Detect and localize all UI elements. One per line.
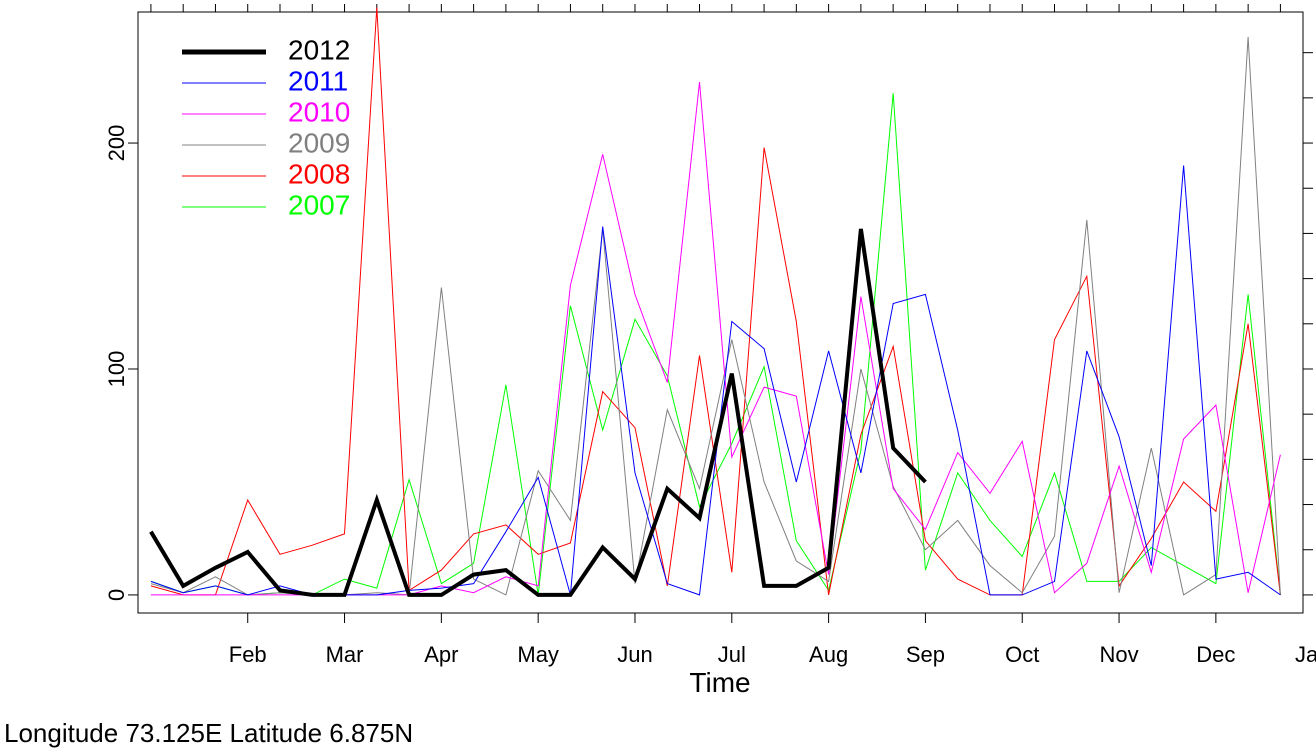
y-tick-label: 0 xyxy=(104,589,129,601)
x-tick-label: Sep xyxy=(906,642,945,667)
x-tick-label: Jan xyxy=(1295,642,1316,667)
y-tick-label: 100 xyxy=(104,351,129,388)
x-tick-label: May xyxy=(517,642,559,667)
legend-label-2008: 2008 xyxy=(288,158,350,189)
x-tick-label: Mar xyxy=(326,642,364,667)
legend-label-2012: 2012 xyxy=(288,34,350,65)
location-caption: Longitude 73.125E Latitude 6.875N xyxy=(4,718,414,748)
series-line-2007 xyxy=(150,93,1281,596)
x-tick-label: Apr xyxy=(424,642,458,667)
x-tick-label: Jul xyxy=(718,642,746,667)
plot-frame xyxy=(137,11,1304,614)
series-line-2011 xyxy=(150,165,1281,596)
axis-ticks: 0 100 200 Feb Mar Apr May Jun Jul Aug Sep Oct Nov Dec… xyxy=(104,4,1316,667)
x-tick-label: Dec xyxy=(1196,642,1235,667)
x-tick-label: Nov xyxy=(1099,642,1138,667)
x-tick-label: Oct xyxy=(1005,642,1039,667)
x-tick-label: Feb xyxy=(229,642,267,667)
x-tick-label: Aug xyxy=(809,642,848,667)
series-layer xyxy=(149,7,1281,597)
y-tick-label: 200 xyxy=(104,125,129,162)
legend-label-2009: 2009 xyxy=(288,127,350,158)
series-line-2012 xyxy=(149,228,927,597)
x-axis-title: Time xyxy=(689,667,750,698)
legend-label-2010: 2010 xyxy=(288,96,350,127)
x-tick-label: Jun xyxy=(617,642,652,667)
legend-label-2007: 2007 xyxy=(288,189,350,220)
series-line-2008 xyxy=(150,7,1281,596)
legend-label-2011: 2011 xyxy=(288,65,348,96)
